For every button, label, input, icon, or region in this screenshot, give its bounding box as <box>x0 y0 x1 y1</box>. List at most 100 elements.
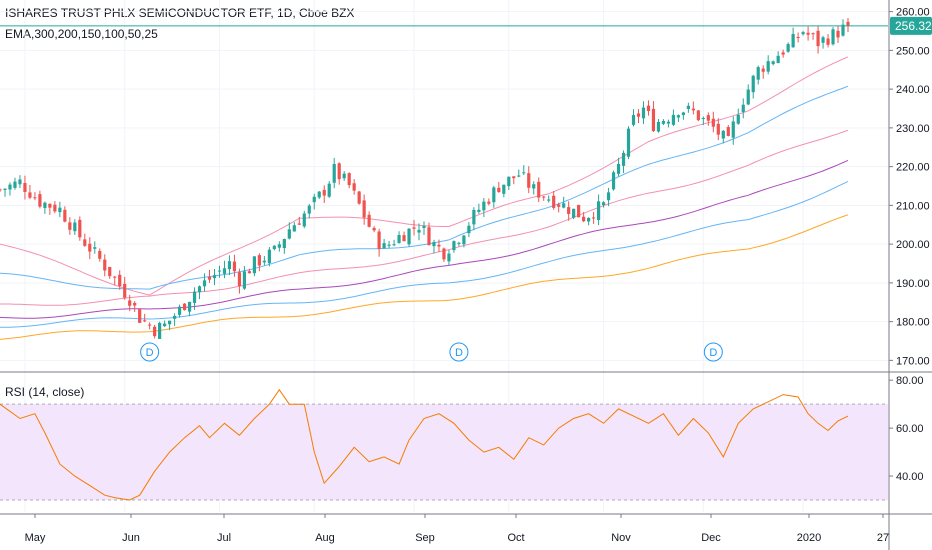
candle <box>133 301 137 313</box>
candle <box>791 27 795 48</box>
candle <box>68 217 72 235</box>
candle <box>846 17 850 33</box>
candle <box>78 216 82 241</box>
candle <box>756 65 760 85</box>
chart-title: ISHARES TRUST PHLX SEMICONDUCTOR ETF, 1D… <box>5 6 355 20</box>
candle <box>442 247 446 262</box>
candle <box>761 65 765 79</box>
candle <box>582 212 586 223</box>
candle <box>796 32 800 43</box>
candle <box>811 32 815 40</box>
ema-line-2 <box>0 85 849 290</box>
candle <box>227 255 232 276</box>
candle <box>691 101 695 115</box>
ema-line-5 <box>0 180 849 328</box>
candle <box>572 208 576 220</box>
candle <box>172 313 177 327</box>
candle <box>307 203 311 219</box>
candle <box>437 239 441 252</box>
candle <box>262 256 266 266</box>
candle <box>267 246 271 267</box>
price-tick-label: 210.00 <box>896 200 930 212</box>
candle <box>497 181 501 193</box>
dividend-marker[interactable]: D <box>449 342 469 362</box>
candle <box>432 239 436 254</box>
candle <box>192 287 197 310</box>
candle <box>257 253 261 272</box>
dividend-marker[interactable]: D <box>703 342 723 362</box>
candle <box>287 222 291 240</box>
price-tick-label: 200.00 <box>896 239 930 251</box>
candle <box>0 188 2 192</box>
candle <box>138 308 142 324</box>
candle <box>601 201 606 208</box>
candle <box>596 194 601 226</box>
rsi-tick-label: 40.00 <box>896 471 924 483</box>
candle <box>282 238 286 254</box>
candle <box>522 165 526 175</box>
price-tick-label: 260.00 <box>896 7 930 19</box>
candle <box>407 228 411 247</box>
candle <box>212 269 217 286</box>
candle <box>786 42 790 53</box>
candle <box>552 190 556 210</box>
dividend-marker[interactable]: D <box>140 342 160 362</box>
candle <box>661 119 666 126</box>
rsi-line <box>0 388 849 501</box>
candle <box>706 112 710 126</box>
candle <box>542 195 546 201</box>
candle <box>237 268 242 294</box>
candle <box>302 210 306 229</box>
candle <box>611 170 616 191</box>
candle <box>671 109 676 127</box>
candle <box>63 206 67 223</box>
candle <box>646 100 651 116</box>
candle <box>23 175 27 200</box>
candle <box>577 204 581 218</box>
last-price-badge: 256.32 <box>890 16 932 35</box>
last-price-badge-bg <box>890 16 932 35</box>
candle <box>163 320 167 327</box>
candle <box>621 150 626 174</box>
rsi-band <box>0 404 888 501</box>
candle <box>158 321 162 339</box>
candle <box>771 60 775 66</box>
candle <box>626 126 631 160</box>
candle <box>741 98 745 119</box>
candlesticks <box>0 17 850 339</box>
candle <box>3 188 7 197</box>
ema-indicator-label[interactable]: EMA,300,200,150,100,50,25 <box>5 27 158 41</box>
candle <box>427 222 431 246</box>
candle <box>207 269 212 283</box>
ema-line-3 <box>0 129 849 306</box>
candle <box>58 201 62 218</box>
candle <box>352 179 356 195</box>
candle <box>242 266 247 290</box>
last-price-badge-text: 256.32 <box>895 19 932 33</box>
ema-line-1 <box>0 56 849 296</box>
candle <box>517 169 521 178</box>
candle <box>113 275 117 286</box>
candle <box>547 195 551 203</box>
candle <box>153 324 157 339</box>
candle <box>452 240 456 253</box>
dividend-marker-label: D <box>709 347 717 359</box>
candle <box>507 176 511 190</box>
candle <box>502 184 506 198</box>
candle <box>217 265 222 278</box>
candle <box>43 201 47 214</box>
time-tick-label: May <box>25 532 46 544</box>
candle <box>197 285 202 300</box>
candle <box>143 313 147 323</box>
candle <box>567 201 571 221</box>
price-tick-label: 250.00 <box>896 45 930 57</box>
candle <box>168 320 172 331</box>
candle <box>487 198 491 206</box>
candle <box>177 304 182 318</box>
rsi-axis-ticks: 80.00 60.00 40.00 <box>889 375 924 483</box>
price-tick-label: 180.00 <box>896 317 930 329</box>
candle <box>656 118 661 133</box>
candle <box>73 219 77 236</box>
